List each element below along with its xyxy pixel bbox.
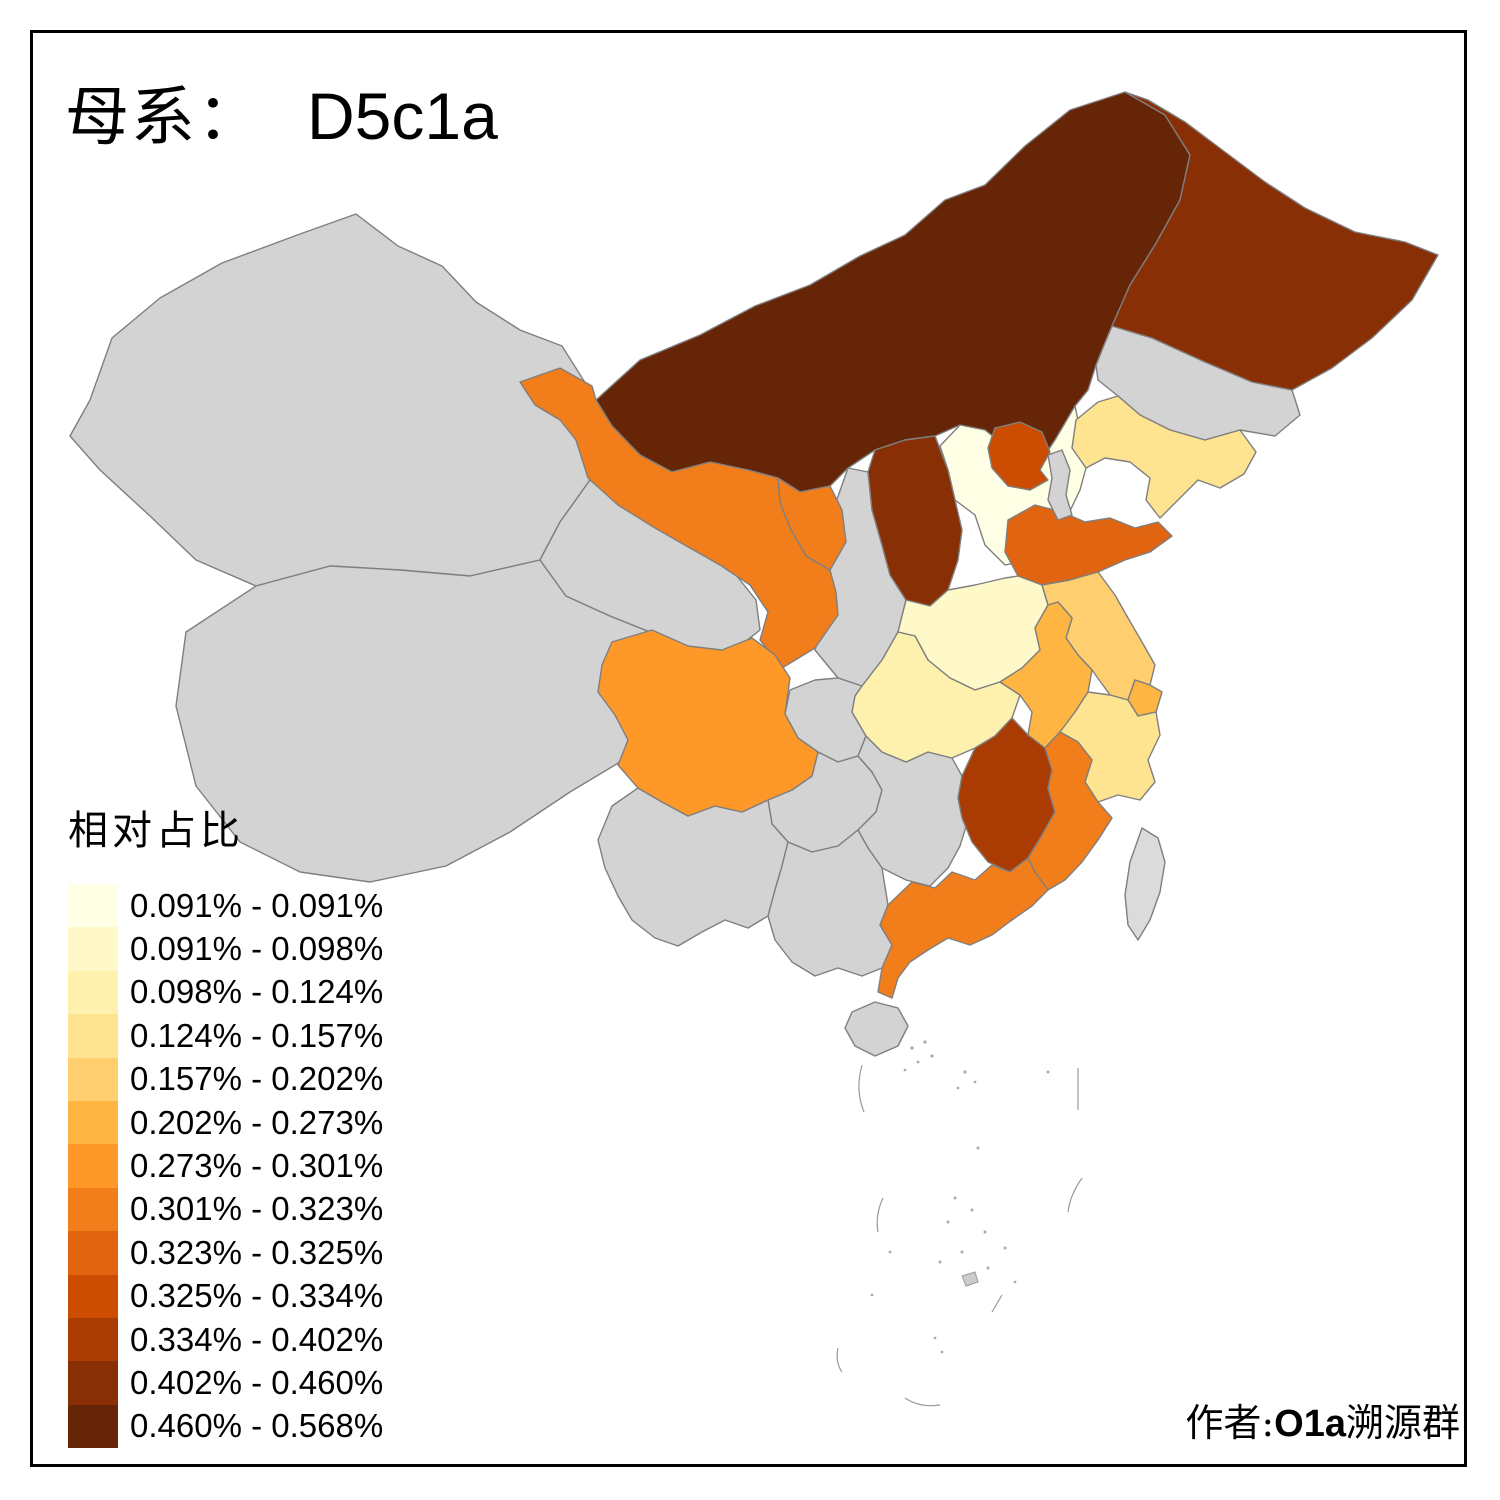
legend-swatch [68,1057,118,1101]
province-beijing [987,421,1051,491]
legend-swatch [68,1187,118,1232]
legend-item: 0.334% - 0.402% [68,1317,384,1362]
attribution: 作者:O1a溯源群 [1185,1392,1460,1447]
legend-swatch [68,970,118,1015]
legend-swatch [68,1100,118,1145]
legend-item: 0.273% - 0.301% [68,1144,384,1188]
province-xinjiang [69,213,597,587]
legend-range-label: 0.091% - 0.098% [130,930,384,968]
legend-item: 0.325% - 0.334% [68,1274,384,1318]
legend-range-label: 0.323% - 0.325% [130,1233,384,1271]
legend-item: 0.402% - 0.460% [68,1361,384,1405]
legend-range-label: 0.460% - 0.568% [130,1407,384,1445]
legend-swatch [68,1317,118,1362]
province-fujian [1027,731,1113,891]
legend-item: 0.091% - 0.091% [68,884,384,928]
legend-range-label: 0.334% - 0.402% [130,1320,384,1358]
province-hainan [844,1001,909,1057]
province-sichuan [597,629,819,817]
legend-title: 相对占比 [68,808,244,854]
legend-range-label: 0.202% - 0.273% [130,1103,384,1141]
legend-swatch [68,1144,118,1188]
legend-swatch [68,1231,118,1275]
legend-range-label: 0.273% - 0.301% [130,1147,384,1185]
legend-item: 0.323% - 0.325% [68,1231,384,1275]
legend-range-label: 0.301% - 0.323% [130,1190,384,1228]
title-haplogroup: D5c1a [307,79,498,153]
legend-item: 0.460% - 0.568% [68,1404,384,1449]
legend-swatch [68,1404,118,1449]
legend-item: 0.091% - 0.098% [68,927,384,971]
province-guangdong [877,857,1049,999]
legend-range-label: 0.402% - 0.460% [130,1363,384,1401]
attribution-prefix: 作者: [1185,1401,1275,1445]
legend-range-label: 0.091% - 0.091% [130,886,384,924]
legend-swatch [68,927,118,971]
legend: 相对占比 0.091% - 0.091% 0.091% - 0.098% 0.0… [68,798,384,1449]
province-shandong [1004,504,1173,586]
legend-item: 0.301% - 0.323% [68,1187,384,1232]
page-title: 母系： D5c1a [65,66,498,158]
south-china-sea-islands [836,1064,1083,1407]
legend-range-label: 0.124% - 0.157% [130,1016,384,1054]
attribution-suffix: 溯源群 [1345,1401,1460,1445]
legend-item: 0.202% - 0.273% [68,1100,384,1145]
legend-range-label: 0.098% - 0.124% [130,973,384,1011]
legend-swatch [68,1361,118,1405]
legend-range-label: 0.157% - 0.202% [130,1060,384,1098]
attribution-group: O1a [1274,1403,1346,1445]
province-gansu [519,367,839,669]
legend-item: 0.157% - 0.202% [68,1057,384,1101]
province-ningxia [777,477,847,571]
province-taiwan [1124,827,1166,941]
title-prefix: 母系： [65,81,263,155]
province-liaoning [1071,395,1257,519]
legend-swatch [68,884,118,928]
legend-item: 0.098% - 0.124% [68,970,384,1015]
province-tianjin [1047,449,1073,521]
legend-swatch [68,1014,118,1058]
south-china-sea-islets [870,1040,1050,1354]
legend-item: 0.124% - 0.157% [68,1014,384,1058]
legend-range-label: 0.325% - 0.334% [130,1277,384,1315]
legend-swatch [68,1274,118,1318]
province-heilongjiang [1111,91,1439,391]
